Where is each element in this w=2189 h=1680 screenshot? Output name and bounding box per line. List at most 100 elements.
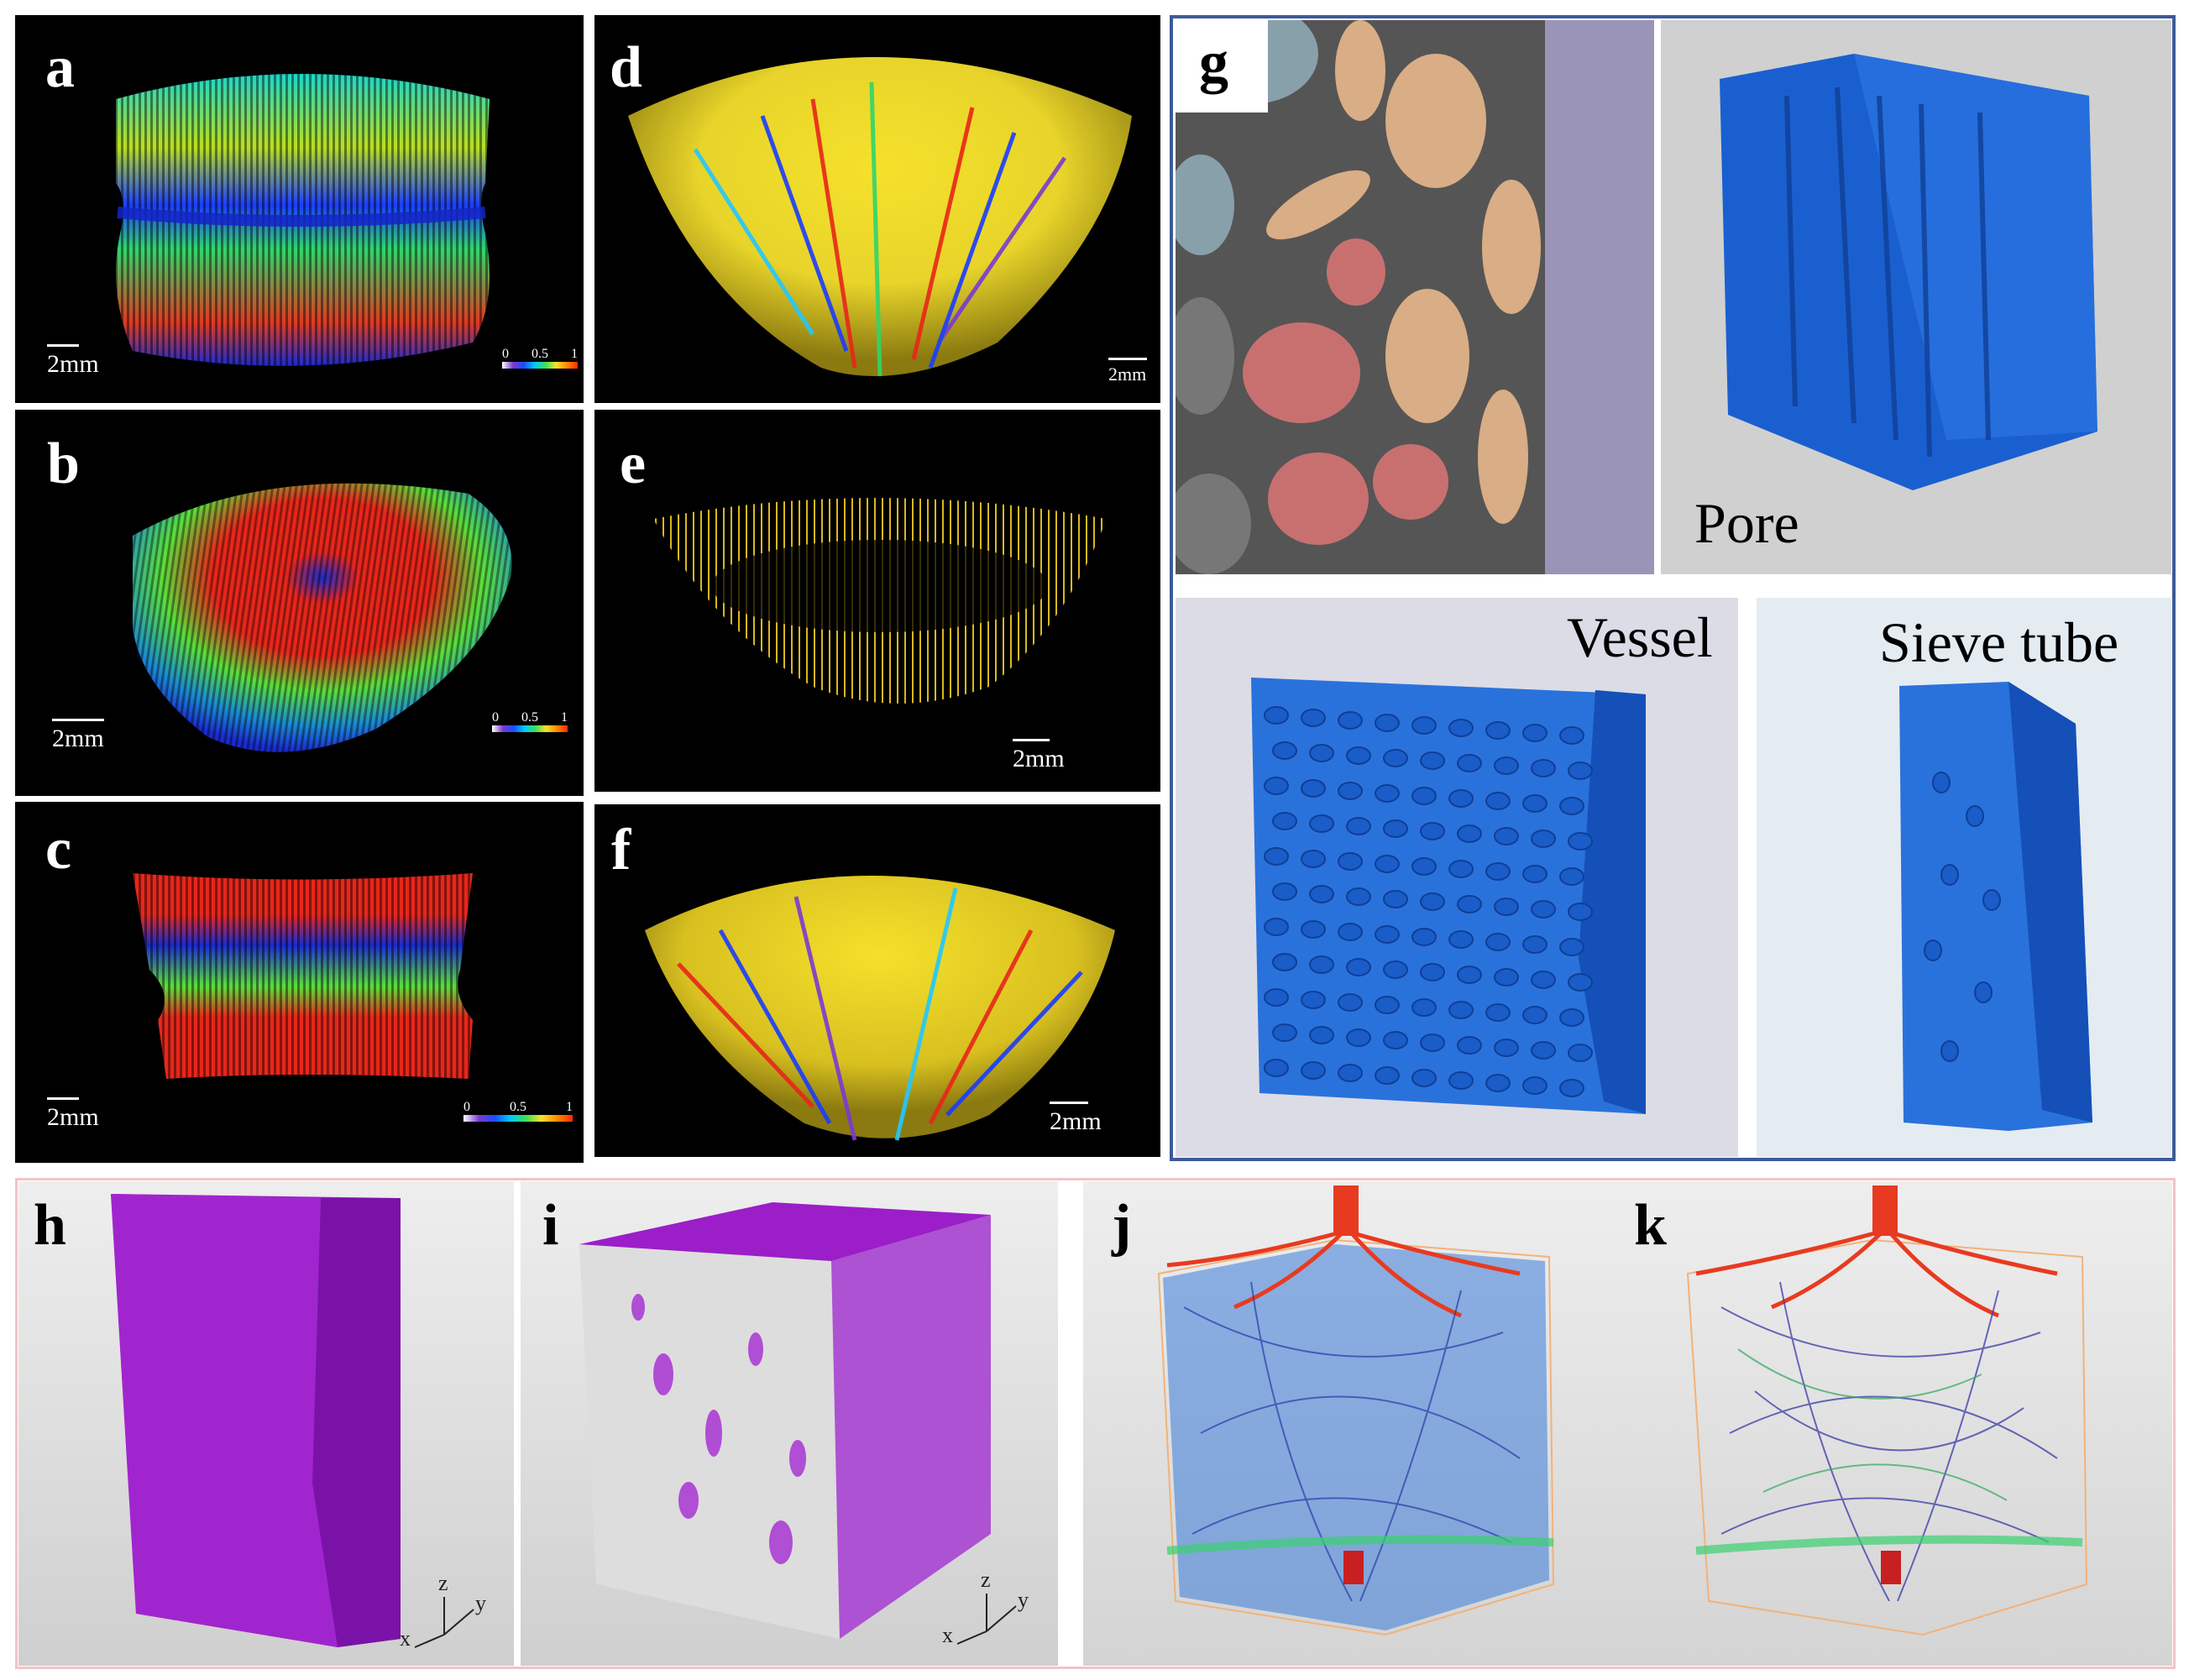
- vessel-pit: [1494, 898, 1519, 916]
- vessel-pit: [1338, 1064, 1363, 1082]
- panel-d-scale-label: 2mm: [1108, 364, 1147, 385]
- vessel-pit: [1272, 1023, 1297, 1042]
- vessel-pit: [1411, 857, 1437, 876]
- vessel-pit: [1420, 1034, 1445, 1052]
- vessel-pit: [1375, 996, 1400, 1014]
- panel-g-vessel-model: Vessel: [1176, 598, 1738, 1157]
- vessel-pit: [1346, 1028, 1371, 1047]
- vessel-pit: [1264, 847, 1289, 866]
- panel-g-pore-model: Pore: [1661, 20, 2171, 574]
- vessel-pit: [1559, 1008, 1584, 1027]
- vessel-pit: [1309, 955, 1334, 974]
- vessel-pit: [1531, 971, 1556, 989]
- vessel-pit: [1338, 993, 1363, 1012]
- cbar-tick: 0: [502, 347, 509, 361]
- panel-h-letter: h: [34, 1193, 66, 1258]
- vessel-pit: [1448, 860, 1474, 878]
- vessel-pit: [1309, 814, 1334, 833]
- panel-h-porous-cube: [111, 1194, 401, 1647]
- vessel-pit: [1494, 968, 1519, 987]
- vessel-pit: [1411, 998, 1437, 1017]
- panel-f-letter: f: [611, 818, 631, 882]
- panel-k-letter: k: [1634, 1193, 1667, 1258]
- axis-z-label: z: [438, 1571, 448, 1595]
- panel-c-scale-label: 2mm: [47, 1103, 99, 1131]
- vessel-pit: [1485, 862, 1511, 881]
- panel-b-scale-label: 2mm: [52, 725, 104, 752]
- vessel-pit: [1301, 850, 1326, 868]
- panel-d: d 2mm: [594, 15, 1160, 403]
- vessel-pit: [1485, 1074, 1511, 1092]
- vessel-pit: [1383, 749, 1408, 767]
- panel-g-sieve-label: Sieve tube: [1879, 610, 2119, 674]
- cbar-tick: 1: [571, 347, 578, 361]
- bottom-row-frame: [15, 1178, 2176, 1669]
- vessel-pit: [1309, 1026, 1334, 1044]
- vessel-pit: [1531, 1041, 1556, 1060]
- vessel-pit: [1522, 865, 1547, 883]
- cbar-tick: 1: [566, 1100, 573, 1114]
- panel-b-letter: b: [47, 432, 80, 496]
- panel-f: f 2mm: [594, 804, 1160, 1157]
- vessel-pit: [1531, 830, 1556, 848]
- panel-k: k: [1604, 1181, 2172, 1666]
- vessel-pit: [1411, 928, 1437, 946]
- vessel-pit: [1338, 923, 1363, 941]
- panel-c: c 2mm 0 0.5 1: [15, 802, 584, 1163]
- panel-b-fiber-bundle: [133, 483, 512, 752]
- vessel-pit: [1375, 925, 1400, 944]
- vessel-pit: [1375, 784, 1400, 803]
- vessel-pit: [1264, 777, 1289, 795]
- vessel-pit: [1494, 827, 1519, 845]
- panel-f-scalebar: 2mm: [1050, 1102, 1102, 1136]
- vessel-pit: [1559, 938, 1584, 956]
- panel-i: i x z y: [521, 1181, 1058, 1666]
- vessel-pit: [1301, 779, 1326, 798]
- cbar-tick: 0: [492, 710, 499, 725]
- vessel-pit: [1485, 933, 1511, 951]
- panel-f-scale-label: 2mm: [1050, 1107, 1102, 1135]
- vessel-pit: [1383, 819, 1408, 838]
- panel-a: a 2mm 0 0.5 1: [15, 15, 584, 403]
- panel-d-letter: d: [610, 35, 642, 100]
- panel-e: e 2mm: [594, 410, 1160, 792]
- vessel-pit: [1485, 1003, 1511, 1022]
- vessel-pit: [1272, 812, 1297, 830]
- vessel-pit: [1346, 887, 1371, 906]
- panel-g-pore-label: Pore: [1694, 491, 1799, 555]
- vessel-pit: [1522, 724, 1547, 742]
- vessel-pit: [1338, 782, 1363, 800]
- vessel-pit: [1448, 719, 1474, 737]
- vessel-pit: [1301, 991, 1326, 1009]
- vessel-pit: [1309, 744, 1334, 762]
- vessel-pit: [1448, 1001, 1474, 1019]
- panel-g-sieve-model: Sieve tube: [1757, 598, 2171, 1157]
- vessel-pit: [1264, 918, 1289, 936]
- panel-i-axes: x z y: [940, 1567, 1033, 1648]
- vessel-pit: [1531, 759, 1556, 777]
- panel-a-scalebar: 2mm: [47, 344, 99, 379]
- vessel-pit: [1375, 855, 1400, 873]
- vessel-pit: [1272, 741, 1297, 760]
- axis-y-label: y: [1018, 1588, 1029, 1612]
- panel-j: j: [1083, 1181, 1604, 1666]
- panel-a-fiber-bundle: [116, 74, 490, 366]
- panel-g-sem-image: g: [1176, 20, 1654, 574]
- cbar-tick: 0.5: [532, 347, 548, 361]
- panel-h: h x z y: [18, 1181, 514, 1666]
- panel-i-letter: i: [542, 1193, 559, 1258]
- vessel-pit: [1485, 721, 1511, 740]
- panel-c-scalebar: 2mm: [47, 1097, 99, 1132]
- vessel-pit: [1338, 711, 1363, 730]
- vessel-pit: [1309, 885, 1334, 903]
- vessel-pit: [1522, 935, 1547, 954]
- panel-e-fiber-bundle: [653, 498, 1107, 704]
- vessel-pit: [1559, 1079, 1584, 1097]
- panel-b-scalebar: 2mm: [52, 719, 104, 753]
- panel-e-letter: e: [620, 432, 647, 496]
- vessel-pit: [1301, 1061, 1326, 1080]
- vessel-pit: [1494, 1039, 1519, 1057]
- vessel-pit: [1346, 817, 1371, 835]
- vessel-pit: [1457, 895, 1482, 913]
- vessel-pit: [1411, 787, 1437, 805]
